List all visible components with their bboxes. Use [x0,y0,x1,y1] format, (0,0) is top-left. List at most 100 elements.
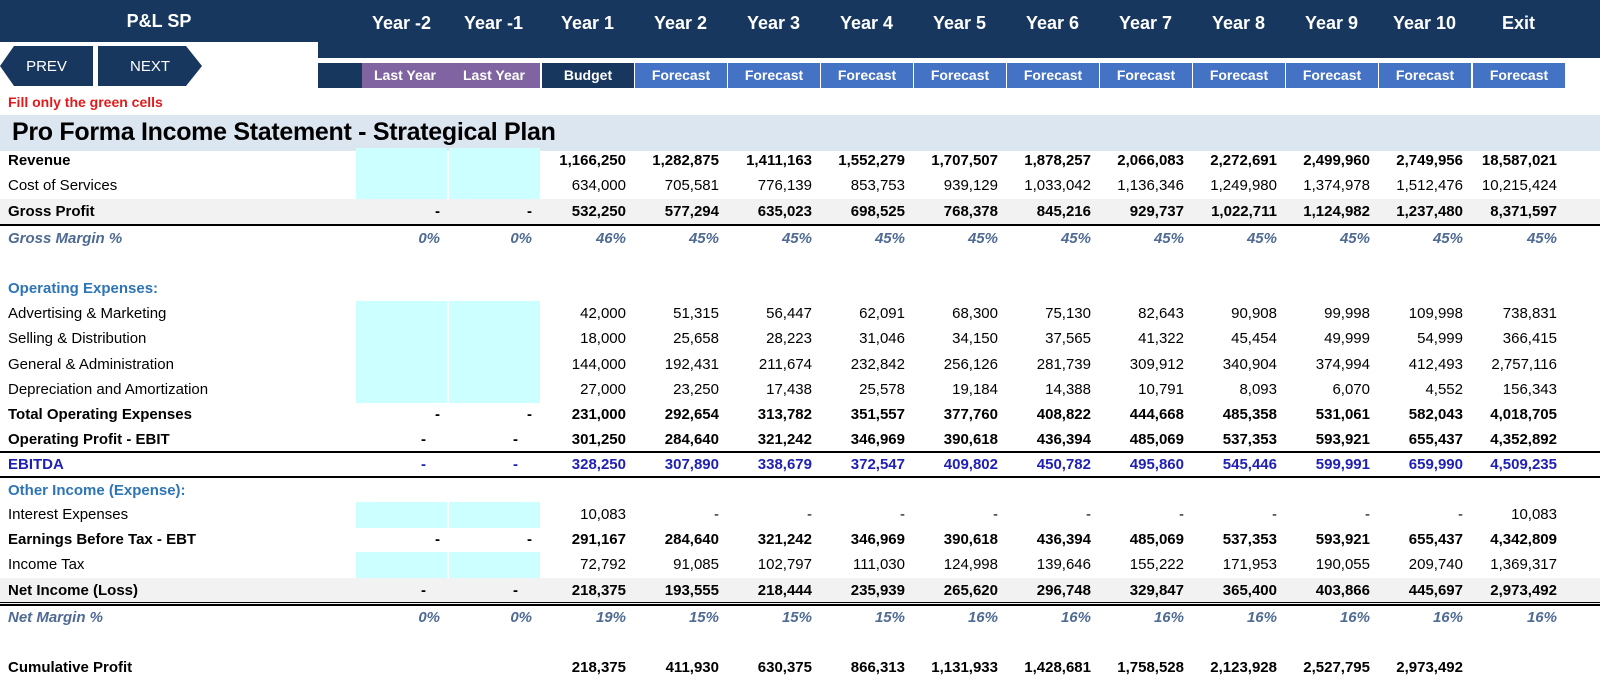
value-cell: 18,000 [580,330,626,347]
input-cell[interactable] [449,552,540,578]
period-type-header-4: Forecast [635,63,727,88]
period-type-header-5: Forecast [728,63,820,88]
value-cell: 1,033,042 [1024,177,1091,194]
prev-button[interactable]: PREV [0,46,93,86]
next-button[interactable]: NEXT [98,46,202,86]
value-cell: 485,069 [1129,431,1184,448]
period-type-header-3: Budget [542,63,634,88]
value-cell: 436,394 [1036,531,1091,548]
row-label: Total Operating Expenses [8,406,192,423]
input-cell[interactable] [356,148,447,174]
value-cell: 390,618 [943,531,998,548]
value-cell: 321,242 [757,531,812,548]
value-cell: 321,242 [757,431,812,448]
value-cell: 346,969 [850,531,905,548]
row-depreciation-and-amortization: Depreciation and Amortization 27,000 23,25… [0,377,1600,403]
value-cell: 4,018,705 [1490,406,1557,423]
value-cell: 155,222 [1129,556,1184,573]
value-cell: 705,581 [664,177,719,194]
value-cell: 124,998 [943,556,998,573]
year-header-11: Year 9 [1304,13,1359,33]
value-cell: 377,760 [943,406,998,423]
value-cell: 91,085 [673,556,719,573]
value-cell: 190,055 [1315,556,1370,573]
value-cell: 390,618 [943,431,998,448]
input-cell[interactable] [356,352,447,378]
value-cell: 16% [967,609,998,626]
value-cell: - [421,431,426,448]
value-cell: 1,707,507 [931,152,998,169]
input-cell[interactable] [356,326,447,352]
value-cell: 0% [418,609,440,626]
column-header-band [318,0,1600,58]
row-operating-profit-ebit: Operating Profit - EBIT - - 301,250 284,640 3… [0,427,1600,453]
row-income-tax: Income Tax 72,792 91,085 102,797 111,030 124,… [0,552,1600,578]
value-cell: - [435,203,440,220]
year-header-12: Year 10 [1392,13,1457,33]
row-label: Other Income (Expense): [8,482,186,499]
value-cell: 1,282,875 [652,152,719,169]
value-cell: 25,578 [859,381,905,398]
row-divider [0,224,1600,226]
value-cell: 45% [1060,230,1091,247]
row-earnings-before-tax-ebt: Earnings Before Tax - EBT - - 291,167 284,64… [0,527,1600,553]
value-cell: - [714,506,719,523]
value-cell: 301,250 [571,431,626,448]
input-cell[interactable] [449,326,540,352]
value-cell: 929,737 [1129,203,1184,220]
value-cell: 45% [1339,230,1370,247]
input-cell[interactable] [449,377,540,403]
input-cell[interactable] [356,377,447,403]
value-cell: 768,378 [943,203,998,220]
input-cell[interactable] [449,301,540,327]
row-other-income-expense: Other Income (Expense): [0,478,1600,504]
row-gross-margin: Gross Margin % 0% 0% 46% 45% 45% 45% 45% 45% 45% 4… [0,226,1600,252]
value-cell: 14,388 [1045,381,1091,398]
input-cell[interactable] [356,502,447,528]
value-cell: 45% [688,230,719,247]
value-cell: 8,093 [1239,381,1277,398]
value-cell [1472,655,1565,681]
value-cell: 485,069 [1129,531,1184,548]
input-cell[interactable] [449,352,540,378]
value-cell: 17,438 [766,381,812,398]
value-cell: - [1086,506,1091,523]
sheet-title: P&L SP [0,0,318,42]
value-cell: 0% [510,230,532,247]
value-cell: 19% [595,609,626,626]
value-cell: 4,352,892 [1490,431,1557,448]
value-cell: 109,998 [1408,305,1463,322]
input-cell[interactable] [449,148,540,174]
period-type-header-12: Forecast [1379,63,1471,88]
value-cell: 54,999 [1417,330,1463,347]
value-cell: - [421,582,426,599]
value-cell: 284,640 [664,431,719,448]
value-cell: - [435,531,440,548]
row-total-operating-expenses: Total Operating Expenses - - 231,000 292,654… [0,402,1600,428]
input-cell[interactable] [356,552,447,578]
value-cell: 51,315 [673,305,719,322]
row-divider [0,476,1600,478]
period-type-header-2: Last Year [448,63,540,88]
value-cell: 211,674 [758,356,812,373]
value-cell: 291,167 [571,531,626,548]
input-cell[interactable] [449,173,540,199]
value-cell: 46% [595,230,626,247]
row-selling-distribution: Selling & Distribution 18,000 25,658 28,223… [0,326,1600,352]
row-operating-expenses: Operating Expenses: [0,276,1600,302]
value-cell: 10,215,424 [1481,177,1557,194]
year-header-10: Year 8 [1211,13,1266,33]
value-cell: 635,023 [757,203,812,220]
input-cell[interactable] [449,502,540,528]
row-label: Income Tax [8,556,85,573]
value-cell: - [993,506,998,523]
input-cell[interactable] [356,173,447,199]
value-cell: 15% [781,609,812,626]
value-cell: 1,411,163 [746,152,812,169]
value-cell: 10,083 [1511,506,1557,523]
year-header-9: Year 7 [1118,13,1173,33]
input-cell[interactable] [356,301,447,327]
value-cell: 485,358 [1222,406,1277,423]
value-cell: 16% [1339,609,1370,626]
value-cell: 1,428,681 [1024,659,1091,676]
